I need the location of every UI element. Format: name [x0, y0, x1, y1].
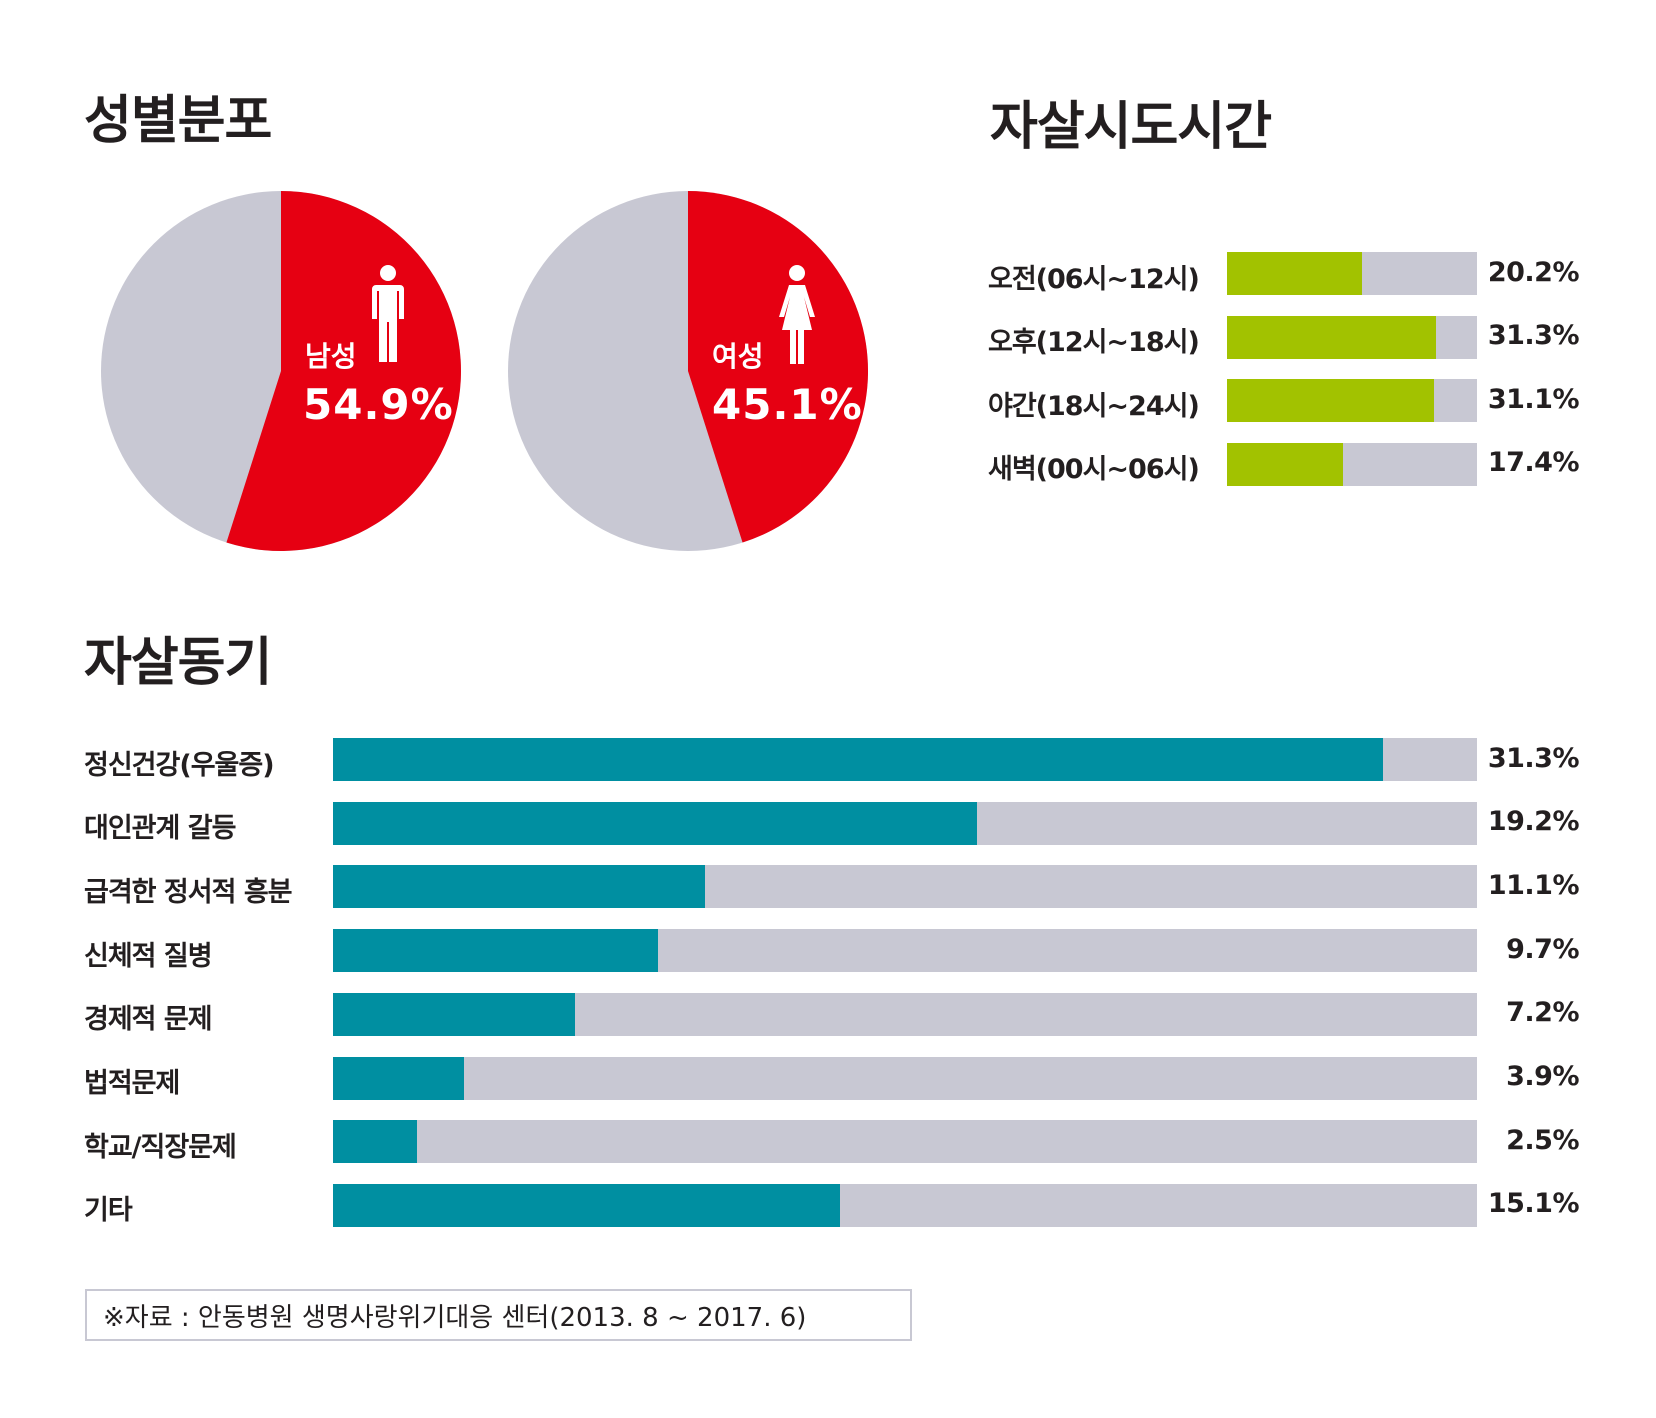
- time-row-bar: [1227, 442, 1343, 486]
- gender-distribution-title: 성별분포: [84, 91, 272, 151]
- female-pie-slice: [688, 191, 869, 543]
- male-label: 남성: [305, 340, 357, 373]
- motive-row-value-label: 2.5%: [1506, 1124, 1579, 1156]
- male-percent-label: 54.9%: [303, 380, 454, 429]
- female-pie-chart: [508, 191, 869, 551]
- motive-row-label: 급격한 정서적 흥분: [84, 876, 293, 908]
- motive-row-bar: [333, 1056, 464, 1100]
- motive-row-track: [333, 865, 1477, 909]
- motive-row-track: [333, 1056, 1477, 1100]
- motive-row-track: [333, 1183, 1477, 1227]
- motive-row-track: [333, 738, 1477, 781]
- motive-row-track: [333, 801, 1477, 845]
- time-row-bar: [1227, 315, 1436, 359]
- time-row-label: 야간(18시~24시): [988, 390, 1200, 422]
- motive-row-label: 기타: [84, 1195, 133, 1227]
- time-row-bar: [1227, 252, 1362, 295]
- motive-row-track: [333, 929, 1477, 973]
- motive-row-value-label: 7.2%: [1506, 997, 1579, 1029]
- source-note: ※자료 : 안동병원 생명사랑위기대응 센터(2013. 8 ~ 2017. 6…: [85, 1289, 912, 1341]
- motive-row-bar: [333, 992, 575, 1036]
- female-percent-label: 45.1%: [712, 380, 863, 429]
- motive-row-value-label: 3.9%: [1506, 1061, 1579, 1092]
- time-row-bar: [1227, 379, 1435, 422]
- time-row-track: [1227, 315, 1477, 359]
- time-row-value-label: 31.3%: [1487, 320, 1580, 351]
- motive-row-label: 정신건강(우울증): [84, 749, 275, 781]
- male-person-icon: [372, 265, 404, 362]
- motive-row-bar: [333, 1183, 840, 1227]
- motive-row-label: 경제적 문제: [84, 1004, 213, 1036]
- time-row-label: 새벽(00시~06시): [988, 454, 1200, 485]
- motive-row-label: 학교/직장문제: [84, 1131, 237, 1163]
- time-row-label: 오후(12시~18시): [988, 327, 1200, 358]
- motive-row-track: [333, 1120, 1477, 1164]
- motive-title: 자살동기: [84, 633, 272, 693]
- motive-row-bar: [333, 929, 659, 973]
- time-row-value-label: 17.4%: [1487, 447, 1580, 478]
- motive-row-value-label: 15.1%: [1487, 1188, 1580, 1220]
- motive-row-label: 대인관계 갈등: [84, 813, 236, 845]
- female-person-icon: [779, 265, 815, 364]
- motive-row-label: 법적문제: [84, 1068, 180, 1099]
- motive-row-value-label: 11.1%: [1487, 869, 1580, 901]
- time-row-value-label: 31.1%: [1487, 383, 1580, 415]
- time-row-track: [1227, 442, 1477, 486]
- motive-row-bar: [333, 865, 706, 909]
- motive-row-value-label: 31.3%: [1487, 742, 1580, 774]
- time-row-value-label: 20.2%: [1487, 256, 1580, 288]
- motive-row-track: [333, 992, 1477, 1036]
- motive-row-value-label: 9.7%: [1506, 933, 1579, 965]
- motive-row-bar: [333, 738, 1384, 781]
- motive-row-label: 신체적 질병: [84, 940, 213, 972]
- male-pie-chart: [101, 191, 461, 551]
- female-label: 여성: [712, 340, 764, 373]
- time-row-label: 오전(06시~12시): [988, 263, 1200, 295]
- motive-row-bar: [333, 801, 978, 845]
- time-row-track: [1227, 252, 1477, 295]
- motive-row-bar: [333, 1120, 417, 1164]
- time-row-track: [1227, 379, 1477, 422]
- attempt-time-title: 자살시도시간: [990, 97, 1272, 157]
- source-note-text: ※자료 : 안동병원 생명사랑위기대응 센터(2013. 8 ~ 2017. 6…: [103, 1302, 807, 1333]
- male-pie-slice: [226, 191, 461, 551]
- motive-row-value-label: 19.2%: [1487, 806, 1580, 838]
